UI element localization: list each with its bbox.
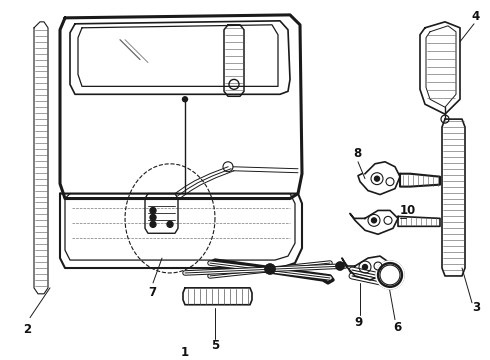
Circle shape (167, 221, 173, 227)
Text: 1: 1 (181, 346, 189, 359)
Circle shape (150, 207, 156, 213)
Circle shape (268, 267, 272, 271)
Circle shape (374, 176, 379, 181)
Circle shape (336, 262, 344, 270)
Circle shape (150, 221, 156, 227)
Circle shape (150, 215, 156, 220)
Text: 10: 10 (400, 204, 416, 217)
Text: 6: 6 (393, 321, 401, 334)
Circle shape (371, 218, 376, 223)
Text: 4: 4 (472, 10, 480, 23)
Text: 8: 8 (353, 147, 361, 160)
Text: 2: 2 (23, 323, 31, 336)
Text: 5: 5 (211, 339, 219, 352)
Text: 7: 7 (148, 286, 156, 299)
Circle shape (265, 264, 275, 274)
Circle shape (363, 265, 368, 270)
Circle shape (182, 97, 188, 102)
Circle shape (376, 261, 404, 289)
Text: 9: 9 (354, 316, 362, 329)
Circle shape (380, 265, 400, 285)
Text: 3: 3 (472, 301, 480, 314)
